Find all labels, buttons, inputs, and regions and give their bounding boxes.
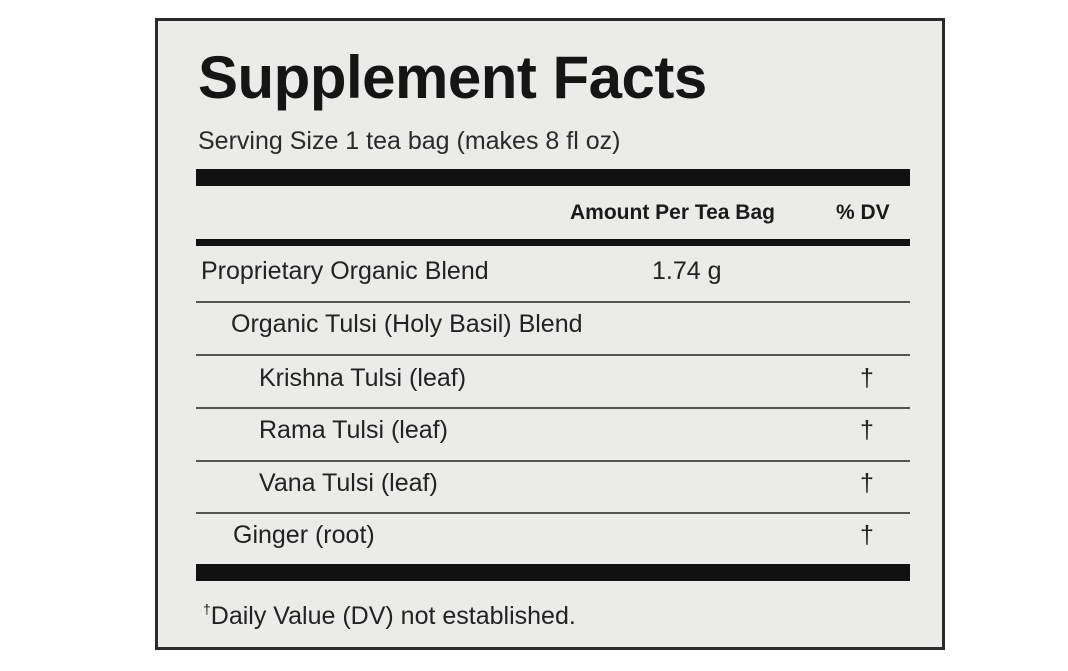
amount-header: Amount Per Tea Bag	[570, 201, 775, 224]
row-dv: †	[860, 416, 874, 444]
title: Supplement Facts	[198, 44, 707, 111]
row-name: Ginger (root)	[233, 521, 375, 549]
footnote: †Daily Value (DV) not established.	[203, 601, 576, 631]
row-name: Organic Tulsi (Holy Basil) Blend	[231, 310, 583, 338]
row-rule	[196, 301, 910, 303]
row-dv: †	[860, 469, 874, 497]
serving-size: Serving Size 1 tea bag (makes 8 fl oz)	[198, 127, 621, 155]
row-amount: 1.74 g	[652, 257, 722, 285]
row-name: Proprietary Organic Blend	[201, 257, 489, 285]
header-bar	[196, 239, 910, 246]
row-name: Rama Tulsi (leaf)	[259, 416, 448, 444]
row-rule	[196, 407, 910, 409]
row-name: Krishna Tulsi (leaf)	[259, 364, 467, 392]
row-rule	[196, 512, 910, 514]
footnote-mark: †	[203, 601, 211, 617]
row-rule	[196, 460, 910, 462]
row-dv: †	[860, 521, 874, 549]
row-rule	[196, 354, 910, 356]
thick-bar	[196, 564, 910, 581]
dv-header: % DV	[836, 201, 890, 224]
thick-bar	[196, 169, 910, 186]
supplement-facts-panel: Supplement Facts Serving Size 1 tea bag …	[155, 18, 945, 650]
footnote-text: Daily Value (DV) not established.	[210, 602, 576, 630]
row-dv: †	[860, 364, 874, 392]
row-name: Vana Tulsi (leaf)	[259, 469, 438, 497]
